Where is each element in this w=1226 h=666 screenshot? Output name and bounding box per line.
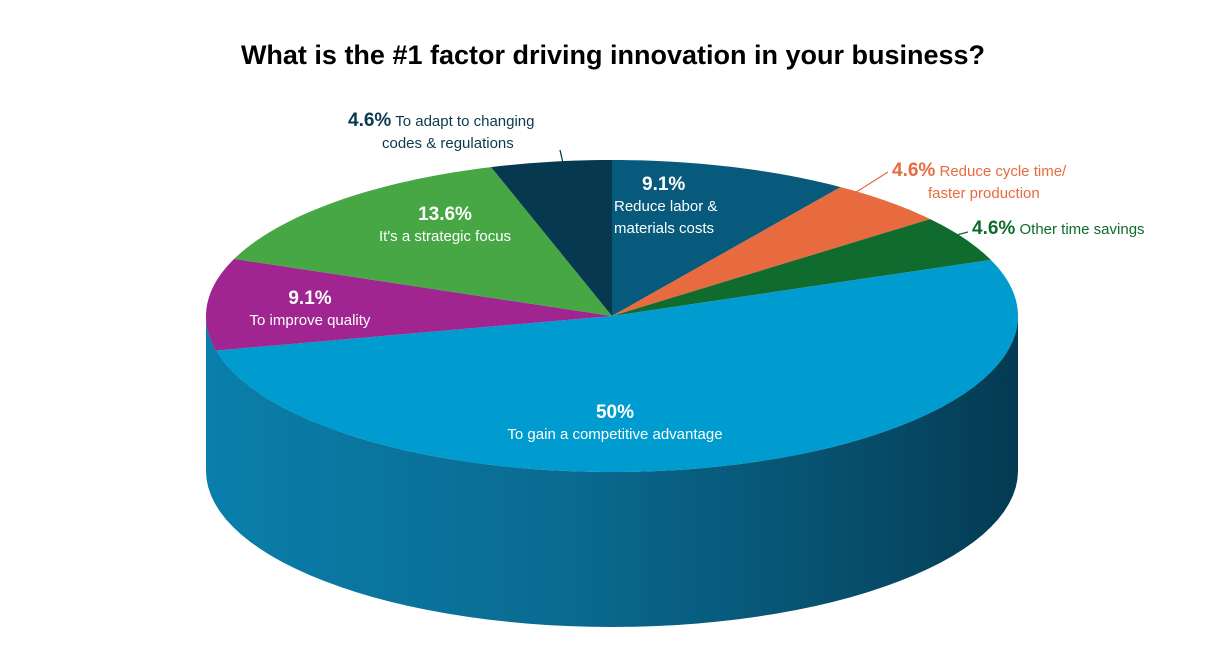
pct-label: 50% xyxy=(595,402,635,423)
label-text-line2: faster production xyxy=(928,185,1040,202)
label-text: To improve quality xyxy=(249,312,371,329)
label-quality: 9.1% To improve quality xyxy=(220,288,400,332)
pie-slice xyxy=(612,187,931,316)
pie-slice xyxy=(612,160,841,316)
label-other: 4.6% Other time savings xyxy=(972,218,1145,241)
pie-slice xyxy=(216,259,1018,472)
label-labor: 9.1% Reduce labor & materials costs xyxy=(614,174,717,240)
label-text-line2: codes & regulations xyxy=(382,135,514,152)
label-text: Reduce labor & materials costs xyxy=(614,198,718,237)
chart-title: What is the #1 factor driving innovation… xyxy=(240,40,986,70)
leader-line xyxy=(929,231,969,243)
pct-label: 9.1% xyxy=(288,288,332,309)
pct-label: 4.6% xyxy=(348,110,392,131)
label-cycle: 4.6% Reduce cycle time/ faster productio… xyxy=(892,160,1066,205)
label-text-line1: To adapt to changing xyxy=(395,113,535,130)
label-codes: 4.6% To adapt to changing codes & regula… xyxy=(348,110,535,155)
pct-label: 4.6% xyxy=(892,160,936,181)
pie-side-wall xyxy=(206,316,1018,627)
label-competitive: 50% To gain a competitive advantage xyxy=(470,402,760,446)
leader-line xyxy=(849,171,889,197)
pie-slice xyxy=(491,160,612,316)
pct-label: 13.6% xyxy=(418,204,472,225)
pie-slice xyxy=(234,167,612,316)
pct-label: 9.1% xyxy=(642,174,686,195)
label-strategic: 13.6% It's a strategic focus xyxy=(320,204,570,248)
label-text: It's a strategic focus xyxy=(378,228,512,245)
pie-slice xyxy=(206,258,613,351)
label-text-line1: Reduce cycle time/ xyxy=(939,163,1067,180)
leader-line xyxy=(559,149,567,177)
label-text: Other time savings xyxy=(1019,221,1145,238)
pie-slice xyxy=(612,219,991,316)
pct-label: 4.6% xyxy=(972,218,1016,239)
label-text: To gain a competitive advantage xyxy=(507,426,723,443)
